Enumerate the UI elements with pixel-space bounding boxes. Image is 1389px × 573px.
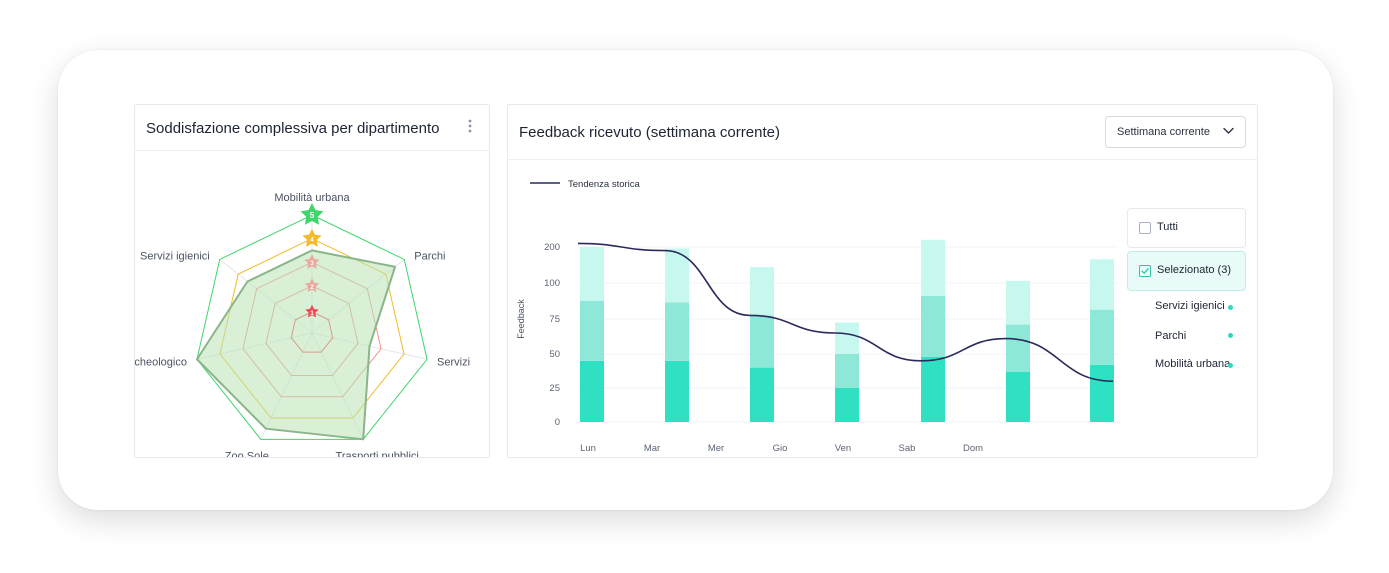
trend-legend-label: Tendenza storica xyxy=(568,179,641,190)
satisfaction-card: Soddisfazione complessiva per dipartimen… xyxy=(89,104,490,462)
radar-axis-label: Mobilità urbana xyxy=(274,192,350,204)
feedback-card-title: Feedback ricevuto (settimana corrente) xyxy=(519,124,780,141)
filter-all-option[interactable]: Tutti xyxy=(1127,208,1246,248)
filter-all-label: Tutti xyxy=(1157,221,1178,233)
star-marker-label: 3 xyxy=(310,260,314,267)
y-tick-label: 200 xyxy=(544,242,560,253)
star-marker-icon xyxy=(302,228,322,247)
bar-segment xyxy=(1006,280,1030,325)
star-marker-label: 5 xyxy=(310,211,315,220)
bar-segment xyxy=(750,367,774,422)
week-select-dropdown[interactable]: Settimana corrente xyxy=(1105,116,1246,148)
bar-segment xyxy=(750,315,774,368)
bar-segment xyxy=(580,247,604,301)
radar-axis-label: Museo archeologico xyxy=(135,356,187,368)
x-tick-label: Ven xyxy=(835,443,851,454)
bar-segment xyxy=(835,322,859,354)
radar-data-polygon xyxy=(195,249,397,441)
radar-axis-label: Servizi xyxy=(437,356,470,368)
feedback-card: Feedback ricevuto (settimana corrente) S… xyxy=(507,104,1258,458)
star-marker-icon xyxy=(304,254,320,269)
y-tick-label: 0 xyxy=(555,417,560,428)
bar-segment xyxy=(665,302,689,361)
filter-all-checkbox[interactable] xyxy=(1139,222,1151,234)
bar-segment xyxy=(1006,324,1030,372)
filter-selected-option[interactable]: Selezionato (3) xyxy=(1127,251,1246,291)
week-select-value: Settimana corrente xyxy=(1117,126,1210,138)
series-label: Parchi xyxy=(1155,330,1187,342)
check-icon xyxy=(1141,268,1149,274)
y-axis-title: Feedback xyxy=(516,299,526,339)
x-tick-label: Mer xyxy=(708,443,724,454)
bar-segment xyxy=(921,356,945,422)
x-tick-label: Gio xyxy=(773,443,788,454)
star-marker-label: 4 xyxy=(310,237,314,244)
x-tick-label: Lun xyxy=(580,443,596,454)
filter-selected-checkbox[interactable] xyxy=(1139,265,1151,277)
series-dot-icon xyxy=(1228,305,1233,310)
x-tick-label: Mar xyxy=(644,443,660,454)
filter-selected-label: Selezionato (3) xyxy=(1157,264,1231,276)
series-label: Servizi igienici xyxy=(1155,300,1225,312)
bar-segment xyxy=(921,295,945,357)
dashboard-frame: Soddisfazione complessiva per dipartimen… xyxy=(58,50,1333,510)
y-tick-label: 100 xyxy=(544,278,560,289)
y-tick-label: 25 xyxy=(549,383,560,394)
more-vertical-glyph xyxy=(468,119,472,133)
star-marker-icon xyxy=(300,203,324,225)
satisfaction-card-header: Soddisfazione complessiva per dipartimen… xyxy=(135,105,489,151)
series-item-parchi[interactable]: Parchi xyxy=(1155,330,1235,346)
bar-segment xyxy=(1090,364,1114,422)
bar-segment xyxy=(921,239,945,296)
x-tick-label: Sab xyxy=(899,443,916,454)
trend-line xyxy=(577,242,1114,382)
bar-segment xyxy=(835,354,859,388)
series-item-servizi-igienici[interactable]: Servizi igienici xyxy=(1155,300,1235,316)
bar-segment xyxy=(580,301,604,361)
radar-axis-label: Trasporti pubblici xyxy=(336,450,419,457)
bar-segment xyxy=(1090,259,1114,310)
bar-segment xyxy=(580,360,604,422)
series-dot-icon xyxy=(1228,333,1233,338)
bar-segment xyxy=(665,360,689,422)
star-marker-label: 2 xyxy=(310,284,314,291)
radar-axis-label: Zoo Sole xyxy=(225,450,269,457)
radar-ring xyxy=(196,214,428,440)
y-tick-label: 50 xyxy=(549,349,560,360)
bar-segment xyxy=(1090,309,1114,365)
radar-axis-label: Parchi xyxy=(414,250,445,262)
x-tick-label: Dom xyxy=(963,443,983,454)
radar-axis-label: Servizi igienici xyxy=(140,250,210,262)
satisfaction-card-title: Soddisfazione complessiva per dipartimen… xyxy=(146,120,440,137)
series-dot-icon xyxy=(1228,363,1233,368)
more-vertical-icon[interactable] xyxy=(463,119,477,135)
feedback-card-header: Feedback ricevuto (settimana corrente) S… xyxy=(508,105,1257,160)
chevron-down-icon xyxy=(1223,127,1234,134)
star-marker-label: 1 xyxy=(310,310,314,317)
bar-segment xyxy=(750,267,774,316)
feedback-bar-chart: Tendenza storica 0 25 50 75 100 200 Feedback Lun… xyxy=(516,179,1118,454)
y-tick-label: 75 xyxy=(549,314,560,325)
radar-chart: Mobilità urbana Parchi Servizi Trasporti pu… xyxy=(89,192,471,462)
bar-segment xyxy=(1006,371,1030,422)
star-marker-icon xyxy=(304,278,320,292)
bar-segment xyxy=(835,388,859,422)
series-item-mobilita-urbana[interactable]: Mobilità urbana xyxy=(1155,358,1233,374)
star-marker-icon xyxy=(305,304,319,318)
series-label: Mobilità urbana xyxy=(1155,358,1231,370)
